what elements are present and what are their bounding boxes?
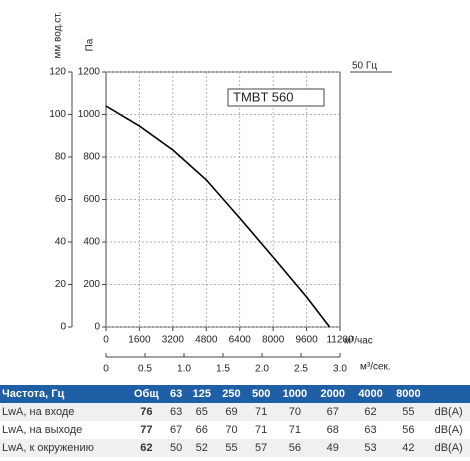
table-cell: 42 (389, 439, 428, 457)
y-tick-label: 1200 (78, 67, 101, 78)
table-cell: 69 (216, 403, 247, 421)
table-cell: 56 (275, 439, 314, 457)
table-row: LwA, на входе 76 63 65 69 71 70 67 62 55 dB(A) (0, 403, 470, 421)
y-axis-title: Па (85, 38, 96, 51)
table-cell: 8000 (389, 385, 428, 403)
y2-tick-label: 40 (55, 237, 67, 248)
table-cell: 63 (165, 403, 187, 421)
x-tick-label: 11200 (326, 335, 354, 346)
table-cell: 50 (165, 439, 187, 457)
table-cell: 2000 (313, 385, 352, 403)
table-cell: 53 (351, 439, 390, 457)
x-tick-label: 3200 (162, 335, 185, 346)
y2-axis-title: мм вод.ст. (53, 12, 64, 59)
y2-tick-label: 20 (55, 279, 67, 290)
table-cell: 4000 (351, 385, 390, 403)
table-cell: dB(A) (427, 403, 470, 421)
x-tick-label: 1600 (128, 335, 151, 346)
x-tick-label: 9600 (295, 335, 318, 346)
table-cell: 49 (313, 439, 352, 457)
table-cell: 1000 (275, 385, 314, 403)
table-cell: 67 (170, 424, 183, 436)
table-cell: 57 (246, 439, 276, 457)
table-cell: 125 (186, 385, 217, 403)
y2-tick-label: 60 (55, 194, 67, 205)
table-cell: Частота, Гц (0, 385, 128, 403)
x-tick-label: 0 (103, 335, 109, 346)
table-row: LwA, к окружению 62 50 52 55 57 56 49 53 42 dB(A) (0, 439, 470, 457)
legend-label: TMBT 560 (233, 89, 293, 104)
y2-tick-label: 0 (60, 322, 66, 333)
x2-tick-label: 0.5 (138, 364, 152, 375)
y-tick-label: 0 (94, 322, 100, 333)
table-cell: 70 (275, 403, 314, 421)
table-cell: 500 (246, 385, 276, 403)
table-cell: Общ (127, 385, 166, 403)
table-cell: LwA, к окружению (0, 439, 128, 457)
y-tick-label: 600 (83, 194, 100, 205)
y2-tick-label: 80 (55, 152, 67, 163)
table-cell: LwA, на входе (0, 403, 128, 421)
x-tick-label: 6400 (229, 335, 252, 346)
table-header: Частота, Гц Общ 63 125 250 500 1000 2000 4000 800… (0, 385, 470, 403)
x-tick-label: 4800 (195, 335, 218, 346)
table-cell: 62 (127, 439, 166, 457)
y2-tick-label: 100 (49, 109, 66, 120)
chart: 0 200 400 600 800 1000 1200 0 20 40 60 80 100 120 Па мм… (49, 12, 392, 375)
curve (105, 105, 331, 328)
table-cell: 55 (389, 403, 428, 421)
table-cell: LwA, на выходе (2, 424, 83, 436)
x2-tick-label: 3.0 (333, 364, 347, 375)
x2-axis-title: м³/сек. (360, 362, 391, 373)
x2-tick-label: 1.0 (177, 364, 191, 375)
table-cell: 63 (364, 424, 377, 436)
x2-tick-label: 2.0 (255, 364, 269, 375)
table-row: LwA, на выходе 77 67 66 70 71 71 68 63 56 dB(A) (0, 421, 470, 439)
y2-tick-label: 120 (49, 67, 66, 78)
x2-tick-label: 2.5 (294, 364, 308, 375)
table-cell: dB(A) (427, 439, 470, 457)
legend-title: 50 Гц (352, 61, 377, 72)
table-cell: 71 (246, 403, 276, 421)
table-cell: 67 (313, 403, 352, 421)
table-cell: 76 (127, 403, 166, 421)
legend-box (227, 88, 325, 107)
table-cell: 62 (351, 403, 390, 421)
y-tick-label: 800 (83, 152, 100, 163)
table-cell: dB(A) (434, 424, 463, 436)
y-tick-label: 400 (83, 237, 100, 248)
table-cell: 66 (195, 424, 208, 436)
x-axis-title: м³/час (344, 336, 373, 347)
table-cell: 70 (225, 424, 238, 436)
x-tick-label: 8000 (262, 335, 285, 346)
table-cell (427, 385, 470, 403)
table-cell: 55 (216, 439, 247, 457)
table-cell: 63 (165, 385, 187, 403)
x2-tick-label: 0 (103, 364, 109, 375)
table-cell: 250 (216, 385, 247, 403)
table-cell: 65 (186, 403, 217, 421)
table-cell: 77 (140, 424, 153, 436)
y-tick-label: 200 (83, 279, 100, 290)
table-cell: 71 (255, 424, 268, 436)
table-cell: 68 (326, 424, 339, 436)
x2-tick-label: 1.5 (216, 364, 230, 375)
noise-table: Частота, Гц Общ 63 125 250 500 1000 2000 4000 800… (0, 385, 470, 457)
y-tick-label: 1000 (78, 109, 101, 120)
table-cell: 52 (186, 439, 217, 457)
table-cell: 71 (288, 424, 302, 436)
table-cell: 56 (402, 424, 415, 436)
